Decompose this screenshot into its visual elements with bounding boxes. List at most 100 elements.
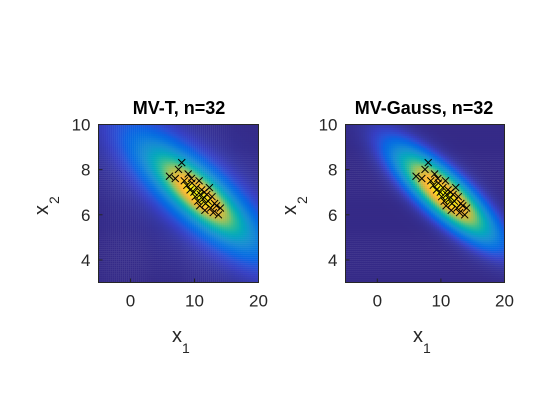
density-cell [126,199,129,202]
density-cell [220,124,223,127]
density-cell [100,171,103,174]
density-cell [98,177,101,180]
density-cell [234,169,238,172]
density-cell [104,133,107,137]
density-cell [112,231,115,234]
density-cell [146,141,149,145]
density-cell [228,215,231,218]
density-cell [150,219,153,222]
density-cell [206,163,209,166]
density-cell [254,227,258,230]
density-cell [178,189,181,192]
density-cell [230,207,233,210]
density-cell [222,151,225,154]
density-cell [174,237,177,240]
density-cell [124,129,127,133]
density-cell [232,201,236,204]
density-cell [134,155,137,158]
density-cell [256,193,259,196]
density-cell [110,153,113,156]
density-cell [144,205,147,208]
density-cell [212,153,215,156]
density-cell [120,237,123,240]
density-cell [162,147,165,150]
density-cell [194,237,197,240]
density-cell [214,155,217,158]
density-cell [214,153,217,156]
density-cell [168,153,171,156]
density-cell [228,235,231,238]
density-cell [152,179,155,182]
density-cell [174,125,177,129]
density-cell [104,231,107,234]
density-cell [168,149,171,152]
density-cell [194,165,197,168]
density-cell [172,147,175,150]
density-cell [156,179,159,182]
density-cell [254,147,258,150]
density-cell [252,139,256,143]
density-cell [196,237,199,240]
density-cell [252,195,256,198]
density-cell [116,225,119,228]
density-cell [106,175,109,178]
density-cell [176,211,179,214]
density-cell [238,207,242,210]
density-cell [174,131,177,135]
density-cell [126,245,129,248]
density-cell [124,219,127,222]
density-cell [134,227,137,230]
density-cell [212,163,215,166]
density-cell [124,243,127,246]
density-cell [226,124,229,127]
density-cell [146,131,149,135]
density-cell [200,231,203,234]
density-cell [152,215,155,218]
density-cell [116,243,119,246]
density-cell [134,127,137,131]
density-cell [144,169,147,172]
density-cell [154,151,157,154]
density-cell [172,205,175,208]
density-cell [234,149,238,152]
density-cell [236,165,240,168]
density-cell [206,239,209,242]
density-cell [138,131,141,135]
density-cell [206,149,209,152]
density-cell [120,247,123,250]
density-cell [248,241,252,244]
density-cell [122,241,125,244]
density-cell [202,213,205,216]
density-cell [202,209,205,212]
density-cell [122,191,125,194]
density-cell [146,173,149,176]
density-cell [180,141,183,145]
density-cell [166,145,169,148]
density-cell [212,175,215,178]
density-cell [210,161,213,164]
density-cell [154,207,157,210]
density-cell [124,127,127,131]
density-cell [132,237,135,240]
density-cell [98,233,101,236]
density-cell [178,143,181,147]
density-cell [246,165,250,168]
density-cell [146,179,149,182]
density-cell [240,131,244,135]
density-cell [130,159,133,162]
density-cell [216,231,219,234]
density-cell [194,141,197,145]
density-cell [100,229,103,232]
density-cell [130,127,133,131]
density-cell [242,163,246,166]
density-cell [192,133,195,137]
density-cell [112,199,115,202]
density-cell [238,223,242,226]
density-cell [168,143,171,147]
density-cell [140,231,143,234]
density-cell [234,213,238,216]
density-cell [114,237,117,240]
density-cell [152,151,155,154]
density-cell [196,153,199,156]
density-cell [216,163,219,166]
